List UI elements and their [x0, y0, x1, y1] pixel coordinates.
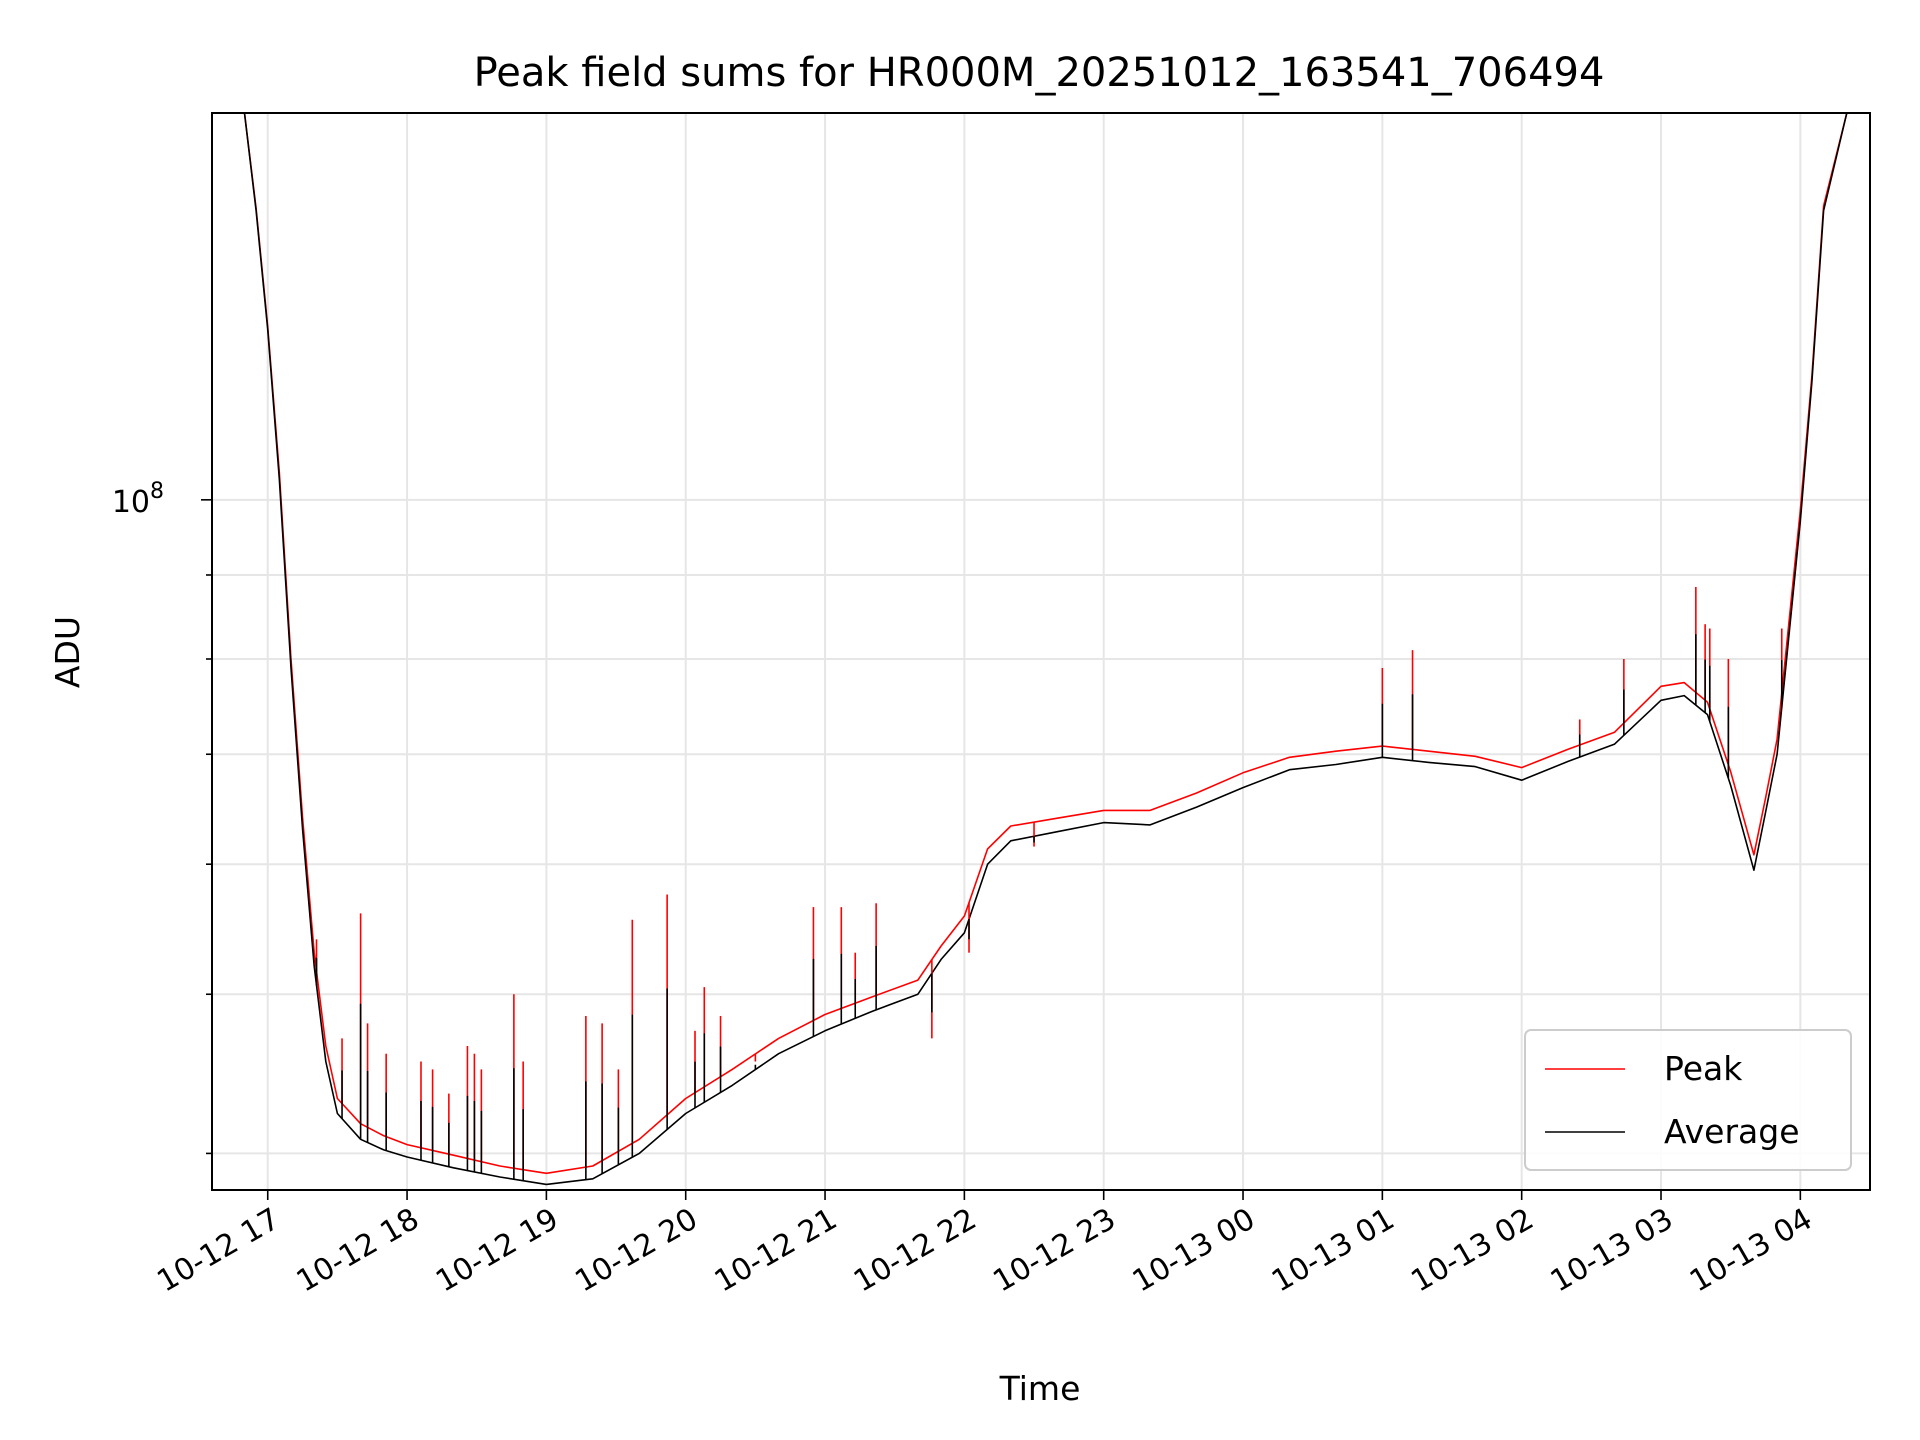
plot-frame: [211, 112, 1871, 1191]
legend-label-average: Average: [1664, 1112, 1800, 1151]
series-layer: [243, 113, 1848, 1186]
y-axis: 108: [112, 479, 212, 1155]
chart-title: Peak field sums for HR000M_20251012_1635…: [474, 50, 1605, 96]
y-tick-label: 108: [112, 479, 164, 520]
y-axis-label: ADU: [48, 616, 87, 688]
plot-area: [243, 113, 1848, 1186]
series-line-peak: [243, 113, 1848, 1175]
legend-box: [1524, 1029, 1852, 1171]
grid-lines: [212, 113, 1870, 1190]
legend-label-peak: Peak: [1664, 1049, 1743, 1088]
x-axis-label: Time: [999, 1369, 1081, 1408]
legend: Peak Average: [1524, 1029, 1852, 1171]
series-line-average: [243, 113, 1848, 1186]
